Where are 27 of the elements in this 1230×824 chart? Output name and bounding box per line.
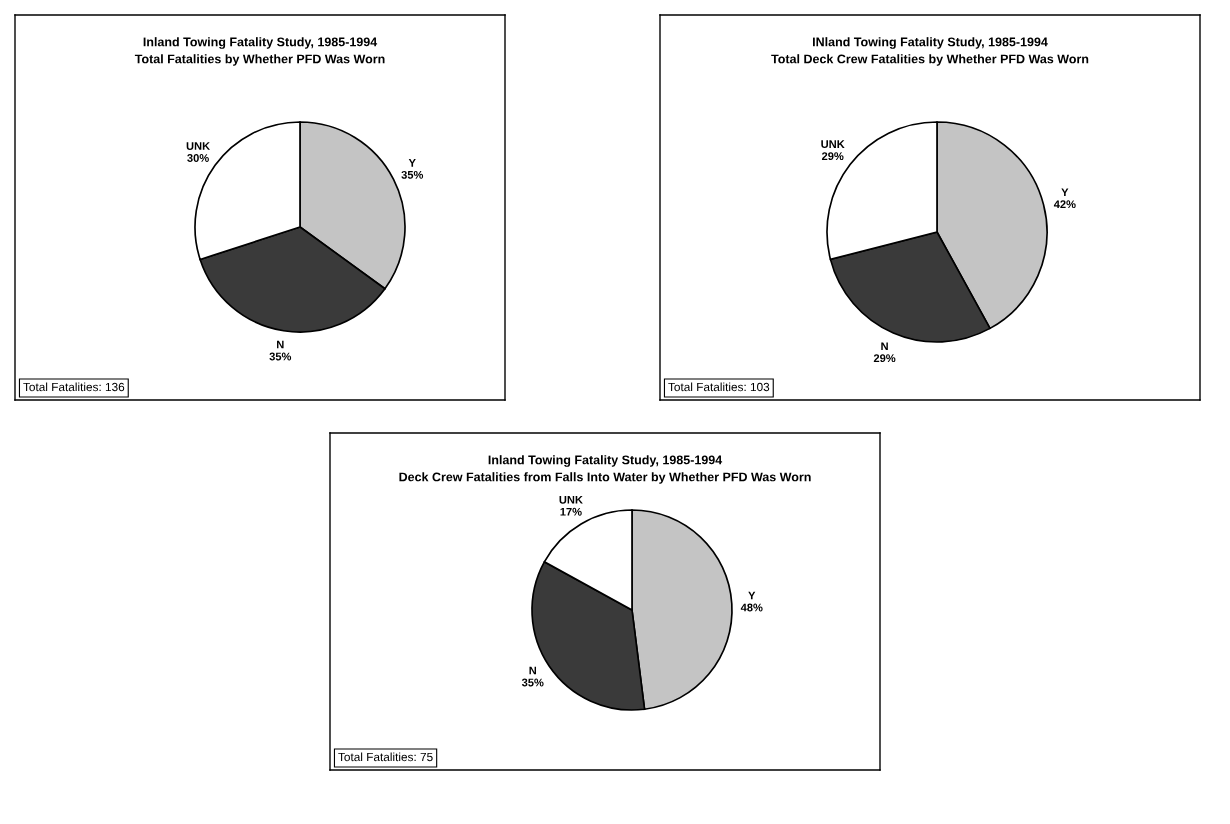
chart-title: Inland Towing Fatality Study, 1985-1994 — [143, 37, 378, 49]
data-label: 35% — [521, 678, 544, 687]
text: Total Fatalities: 136 — [23, 382, 125, 392]
slice-label: N — [529, 666, 537, 675]
chart-title: Inland Towing Fatality Study, 1985-1994 — [488, 455, 723, 467]
slice-label: UNK — [821, 140, 845, 149]
text: Total Fatalities: 103 — [668, 382, 770, 392]
chart-title: INland Towing Fatality Study, 1985-1994 — [812, 37, 1048, 49]
chart-subtitle: Deck Crew Fatalities from Falls Into Water by Whether PFD Was Worn — [399, 472, 811, 484]
slice-label: Y — [408, 159, 416, 167]
text: Total Fatalities: 75 — [338, 752, 433, 762]
data-label: 29% — [821, 152, 844, 161]
chart-subtitle: Total Fatalities by Whether PFD Was Worn — [134, 54, 385, 66]
data-label: 35% — [401, 170, 424, 179]
data-label: 17% — [560, 507, 582, 516]
slice-label: UNK — [186, 142, 210, 150]
slice-label: Y — [1061, 188, 1069, 197]
slice-label: Y — [748, 591, 756, 600]
slice-label: N — [881, 342, 888, 351]
data-label: 35% — [269, 352, 292, 361]
chart-subtitle: Total Deck Crew Fatalities by Whether PFD Was Worn — [771, 54, 1089, 66]
data-label: 30% — [187, 154, 209, 162]
slice-label: UNK — [559, 495, 583, 504]
data-label: 48% — [740, 603, 763, 612]
slice-label: N — [277, 340, 284, 349]
data-label: 42% — [1053, 200, 1076, 209]
data-label: 29% — [873, 354, 896, 363]
